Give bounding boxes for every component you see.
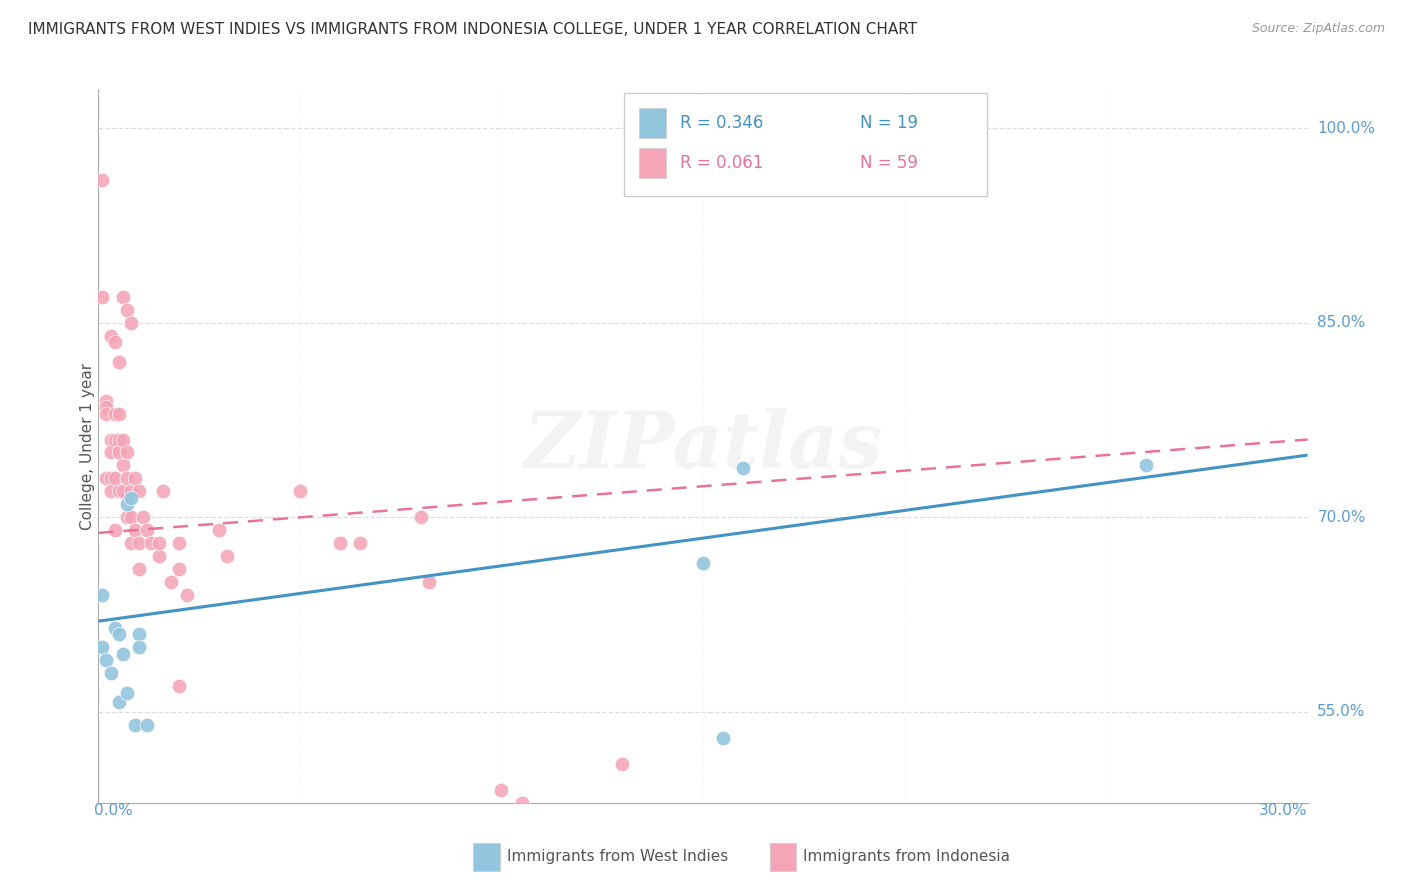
Point: [217, 549, 239, 564]
Point: [91, 588, 114, 602]
Point: [115, 471, 138, 485]
Point: [288, 484, 311, 499]
Point: [128, 536, 150, 550]
Point: [91, 290, 114, 304]
Point: [409, 510, 432, 524]
Point: [111, 290, 134, 304]
Point: [96, 400, 118, 414]
Text: 70.0%: 70.0%: [1317, 510, 1365, 524]
Text: 85.0%: 85.0%: [1317, 315, 1365, 330]
Text: N = 59: N = 59: [860, 153, 918, 171]
Point: [167, 562, 190, 576]
Point: [128, 640, 150, 654]
Text: R = 0.061: R = 0.061: [681, 153, 763, 171]
Point: [733, 461, 755, 475]
Point: [148, 536, 170, 550]
Point: [111, 647, 134, 661]
Point: [111, 458, 134, 473]
Point: [91, 173, 114, 187]
Point: [115, 445, 138, 459]
Point: [711, 731, 734, 745]
Point: [111, 484, 134, 499]
Point: [120, 510, 142, 524]
FancyBboxPatch shape: [624, 93, 987, 196]
Bar: [638, 148, 665, 178]
Point: [100, 471, 122, 485]
Point: [107, 407, 129, 421]
Point: [120, 484, 142, 499]
Point: [96, 407, 118, 421]
Point: [100, 666, 122, 681]
Point: [103, 621, 125, 635]
Point: [128, 484, 150, 499]
Point: [132, 510, 155, 524]
Point: [1135, 458, 1157, 473]
Text: ZIPatlas: ZIPatlas: [523, 408, 883, 484]
Point: [128, 562, 150, 576]
Point: [160, 575, 183, 590]
Text: N = 19: N = 19: [860, 114, 918, 132]
Point: [120, 491, 142, 505]
Text: Source: ZipAtlas.com: Source: ZipAtlas.com: [1251, 22, 1385, 36]
Bar: [474, 844, 501, 871]
Point: [208, 524, 231, 538]
Text: 100.0%: 100.0%: [1317, 120, 1375, 136]
Point: [329, 536, 352, 550]
Point: [120, 536, 142, 550]
Point: [115, 302, 138, 317]
Point: [115, 497, 138, 511]
Point: [124, 471, 146, 485]
Text: Immigrants from West Indies: Immigrants from West Indies: [508, 849, 728, 863]
Text: R = 0.346: R = 0.346: [681, 114, 763, 132]
Point: [100, 328, 122, 343]
Point: [152, 484, 174, 499]
Text: 30.0%: 30.0%: [1260, 803, 1308, 818]
Bar: [769, 844, 796, 871]
Point: [100, 484, 122, 499]
Point: [139, 536, 162, 550]
Point: [115, 685, 138, 699]
Point: [115, 510, 138, 524]
Point: [100, 445, 122, 459]
Point: [612, 756, 634, 771]
Point: [167, 536, 190, 550]
Point: [107, 627, 129, 641]
Point: [111, 433, 134, 447]
Text: Immigrants from Indonesia: Immigrants from Indonesia: [803, 849, 1011, 863]
Text: 55.0%: 55.0%: [1317, 705, 1365, 720]
Point: [107, 484, 129, 499]
Text: IMMIGRANTS FROM WEST INDIES VS IMMIGRANTS FROM INDONESIA COLLEGE, UNDER 1 YEAR C: IMMIGRANTS FROM WEST INDIES VS IMMIGRANT…: [28, 22, 917, 37]
Point: [96, 653, 118, 667]
Point: [176, 588, 198, 602]
Text: 0.0%: 0.0%: [94, 803, 134, 818]
Point: [128, 627, 150, 641]
Y-axis label: College, Under 1 year: College, Under 1 year: [80, 362, 94, 530]
Point: [96, 471, 118, 485]
Point: [107, 354, 129, 368]
Point: [120, 316, 142, 330]
Point: [103, 335, 125, 350]
Point: [107, 695, 129, 709]
Point: [124, 718, 146, 732]
Point: [135, 524, 157, 538]
Point: [103, 407, 125, 421]
Point: [167, 679, 190, 693]
Point: [107, 433, 129, 447]
Point: [349, 536, 371, 550]
Point: [103, 471, 125, 485]
Point: [510, 796, 533, 810]
Point: [692, 556, 714, 570]
Point: [124, 524, 146, 538]
Bar: [638, 108, 665, 137]
Point: [418, 575, 440, 590]
Point: [96, 393, 118, 408]
Point: [103, 433, 125, 447]
Point: [148, 549, 170, 564]
Point: [100, 433, 122, 447]
Point: [107, 445, 129, 459]
Point: [103, 524, 125, 538]
Point: [91, 640, 114, 654]
Point: [135, 718, 157, 732]
Point: [491, 782, 513, 797]
